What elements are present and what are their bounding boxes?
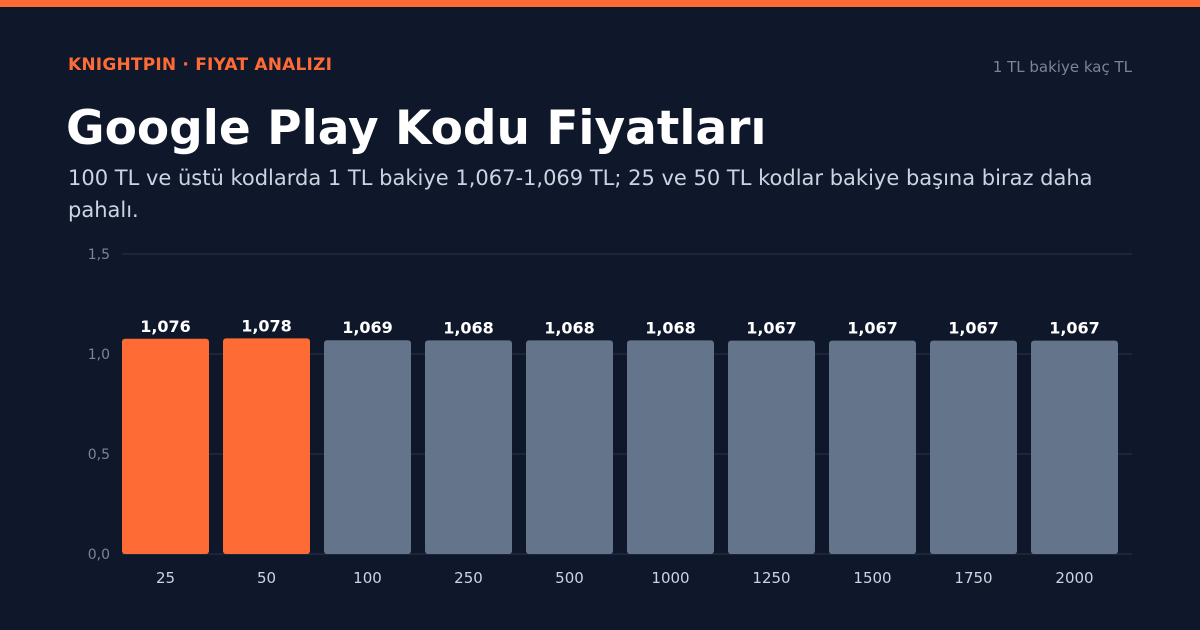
bar	[1031, 340, 1118, 554]
x-tick-label: 2000	[1055, 569, 1093, 587]
bar	[425, 340, 512, 554]
x-tick-label: 500	[555, 569, 584, 587]
bar-value-label: 1,068	[544, 318, 595, 337]
bar	[122, 338, 209, 554]
bar	[728, 340, 815, 554]
page-title: Google Play Kodu Fiyatları	[66, 101, 767, 156]
bar-value-label: 1,067	[1049, 319, 1100, 338]
bar	[324, 340, 411, 554]
x-tick-label: 1500	[853, 569, 891, 587]
bar-value-label: 1,067	[746, 319, 797, 338]
bar	[526, 340, 613, 554]
x-tick-label: 1250	[752, 569, 790, 587]
bar	[223, 338, 310, 554]
bar-value-label: 1,069	[342, 318, 393, 337]
bar-value-label: 1,068	[645, 318, 696, 337]
topic-label: 1 TL bakiye kaç TL	[992, 58, 1132, 76]
x-tick-label: 1750	[954, 569, 992, 587]
bar-value-label: 1,078	[241, 316, 292, 335]
bar	[627, 340, 714, 554]
bar-value-label: 1,067	[948, 319, 999, 338]
bar-value-label: 1,076	[140, 317, 191, 336]
y-tick-label: 0,0	[88, 547, 110, 563]
x-tick-label: 25	[156, 569, 175, 587]
bar	[829, 340, 916, 554]
x-tick-label: 250	[454, 569, 483, 587]
y-tick-label: 1,0	[88, 347, 110, 363]
x-tick-label: 50	[257, 569, 276, 587]
x-tick-label: 100	[353, 569, 382, 587]
brand-label: KNIGHTPIN · FIYAT ANALIZI	[68, 55, 333, 75]
bar-value-label: 1,068	[443, 318, 494, 337]
y-tick-label: 1,5	[88, 247, 110, 263]
page-subtitle: 100 TL ve üstü kodlarda 1 TL bakiye 1,06…	[68, 166, 1093, 222]
bar-value-label: 1,067	[847, 319, 898, 338]
x-tick-label: 1000	[651, 569, 689, 587]
bar	[930, 340, 1017, 554]
top-accent-bar	[0, 0, 1200, 7]
y-tick-label: 0,5	[88, 447, 110, 463]
